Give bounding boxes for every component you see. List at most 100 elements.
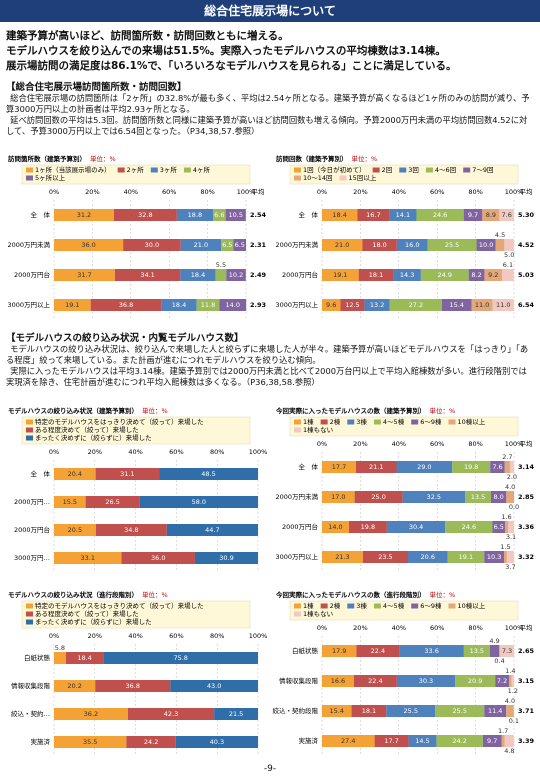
value-label: 26.5	[105, 498, 119, 506]
bar-segment	[495, 239, 505, 251]
bar-segment	[322, 239, 363, 251]
bar-segment	[113, 209, 177, 221]
bar-segment	[416, 209, 464, 221]
value-label: 7.3	[502, 647, 512, 655]
bar-segment	[492, 521, 505, 533]
x-tick-label: 20%	[353, 188, 367, 196]
value-label: 22.4	[371, 647, 385, 655]
value-label: 11.8	[201, 301, 215, 309]
x-tick-label: 0%	[317, 624, 327, 632]
headline: 建築予算が高いほど、訪問箇所数・訪問回数ともに増える。	[6, 30, 289, 42]
legend-swatch	[425, 167, 433, 173]
bar-segment	[482, 735, 502, 747]
page-number: -9-	[263, 764, 277, 774]
chart-title: 訪問回数（建築予算別）	[276, 154, 348, 163]
value-label: 21.0	[335, 241, 349, 249]
bar-segment	[408, 735, 437, 747]
value-label: 7.6	[492, 463, 502, 471]
x-tick-label: 40%	[392, 440, 406, 448]
bar-segment	[54, 209, 114, 221]
bar-segment	[354, 491, 403, 503]
category-label: 2000万円台	[14, 525, 50, 534]
value-label: 7.6	[502, 211, 512, 219]
legend-swatch	[294, 611, 301, 617]
category-label: 3000万円以上	[275, 300, 318, 309]
average-label: 2.93	[250, 301, 266, 309]
bar-segment	[447, 551, 485, 563]
chart: 今回実際に入ったモデルハウスの数（建築予算別） 単位：% 1棟 2棟 3棟 4～5棟 6～9…	[275, 406, 535, 572]
bar-segment	[226, 269, 246, 281]
average-label: 6.54	[518, 301, 535, 309]
value-label: 15.5	[63, 498, 77, 506]
legend-swatch	[294, 175, 301, 181]
average-label: 4.52	[518, 241, 534, 249]
value-label: 8.2	[471, 271, 481, 279]
bar-segment	[357, 209, 390, 221]
unit-label: 単位：%	[142, 590, 168, 599]
legend-swatch	[26, 167, 33, 173]
bar-segment	[435, 705, 485, 717]
value-label: 6.1	[503, 261, 513, 269]
x-tick-label: 20%	[353, 624, 367, 632]
legend-swatch	[347, 603, 355, 609]
bar-segment	[139, 496, 258, 508]
value-label: 6.5	[235, 241, 245, 249]
bar-segment	[504, 461, 510, 473]
bar-segment	[502, 269, 514, 281]
average-label: 2.85	[518, 493, 535, 501]
bar-segment	[511, 675, 514, 687]
value-label: 6.5	[222, 241, 232, 249]
value-label: 18.0	[372, 241, 386, 249]
bar-segment	[463, 209, 483, 221]
value-label: 11.4	[488, 707, 502, 715]
average-header: 平均	[520, 187, 534, 196]
category-label: 2000万円未満	[275, 240, 318, 249]
legend-swatch	[463, 167, 471, 173]
bar-segment	[492, 299, 514, 311]
bar-segment	[95, 468, 160, 480]
value-label: 18.1	[362, 707, 376, 715]
bar-segment	[362, 551, 409, 563]
bar-segment	[54, 652, 66, 664]
value-label: 33.6	[424, 647, 438, 655]
bar-segment	[504, 521, 509, 533]
value-label: 25.5	[445, 241, 459, 249]
x-tick-label: 80%	[210, 448, 224, 456]
value-label: 5.0	[504, 251, 514, 259]
x-tick-label: 20%	[88, 632, 102, 640]
bar-segment	[499, 645, 500, 657]
bar-segment	[506, 705, 514, 717]
bar-segment	[482, 209, 500, 221]
bar-segment	[90, 299, 162, 311]
value-label: 10.2	[229, 271, 243, 279]
section-title: 【モデルハウスの絞り込み状況・内覧モデルハウス数】	[6, 333, 244, 344]
average-header: 平均	[252, 187, 266, 196]
bar-segment	[420, 269, 469, 281]
section-title: 【総合住宅展示場訪問箇所数・訪問回数】	[6, 82, 187, 93]
value-label: 13.5	[470, 647, 484, 655]
legend-box	[289, 164, 519, 185]
average-label: 5.30	[518, 211, 535, 219]
headline: 展示場訪問の満足度は86.1%で、「いろいろなモデルハウスを見られる」ことに満足…	[6, 60, 457, 72]
average-header: 平均	[520, 623, 534, 632]
paragraph-line: 総合住宅展示場の訪問箇所は「2ヶ所」の32.8%が最も多く、平均は2.54ヶ所と…	[6, 93, 530, 114]
bar-segment	[322, 269, 359, 281]
value-label: 23.5	[378, 553, 392, 561]
value-label: 1.7	[498, 727, 508, 735]
x-tick-label: 20%	[88, 448, 102, 456]
bar-segment	[355, 461, 397, 473]
value-label: 17.0	[331, 493, 345, 501]
bar-segment	[408, 551, 448, 563]
legend-box	[289, 600, 519, 621]
x-tick-label: 100%	[505, 440, 524, 448]
bar-segment	[499, 645, 514, 657]
bar-segment	[85, 496, 140, 508]
x-tick-label: 40%	[128, 448, 142, 456]
category-label: 白紙状態	[292, 646, 319, 655]
bar-segment	[402, 491, 466, 503]
bar-segment	[504, 239, 514, 251]
page-header: 総合住宅展示場について	[0, 0, 540, 22]
average-label: 2.31	[250, 241, 267, 249]
average-label: 3.14	[518, 463, 535, 471]
x-tick-label: 100%	[505, 188, 524, 196]
